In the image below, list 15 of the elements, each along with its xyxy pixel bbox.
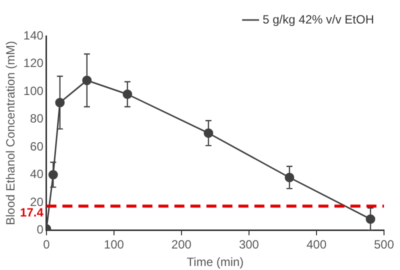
- x-tick-label: 200: [171, 238, 192, 252]
- y-tick-label: 60: [30, 139, 44, 154]
- y-tick-label: 100: [23, 84, 44, 98]
- x-axis-title: Time (min): [186, 255, 244, 270]
- legend-label: 5 g/kg 42% v/v EtOH: [262, 12, 374, 26]
- y-axis-title: Blood Ethanol Concentration (mM): [4, 41, 18, 226]
- y-tick-label: 80: [30, 112, 44, 126]
- y-tick-label: 140: [23, 28, 44, 42]
- y-tick-label: 0: [36, 222, 44, 237]
- y-tick-label: 40: [30, 167, 44, 182]
- x-tick-label: 400: [306, 238, 327, 252]
- y-tick-label: 120: [23, 56, 44, 70]
- x-tick-label: 100: [104, 238, 124, 252]
- x-tick-label: 500: [374, 238, 394, 252]
- x-tick-label: 300: [238, 238, 260, 252]
